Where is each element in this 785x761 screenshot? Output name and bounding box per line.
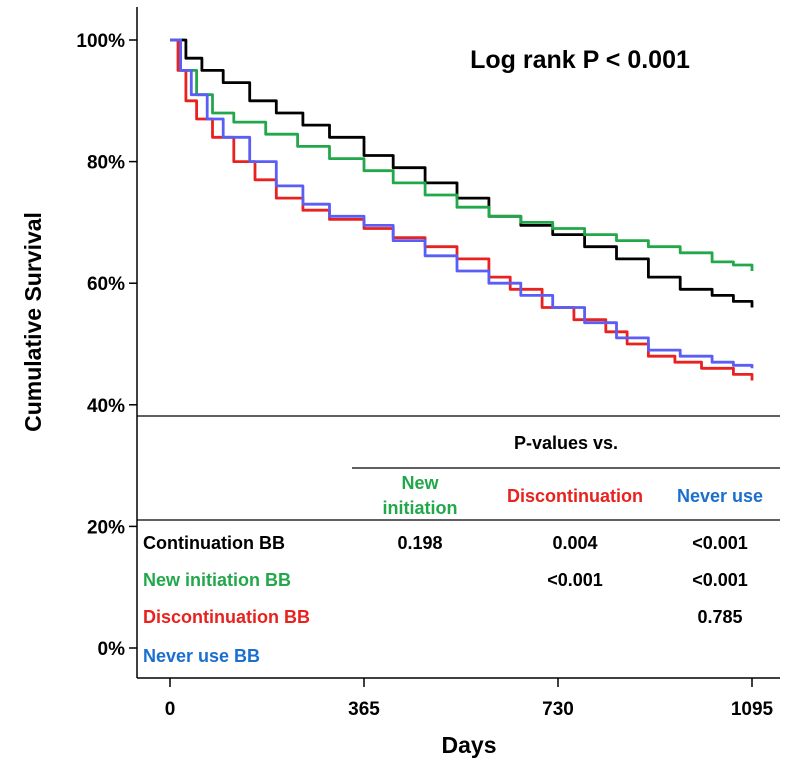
table-p-value: <0.001 bbox=[692, 533, 748, 553]
y-tick-label: 20% bbox=[87, 517, 125, 538]
table-row-label: Discontinuation BB bbox=[143, 607, 310, 627]
table-row-label: Continuation BB bbox=[143, 533, 285, 553]
y-axis-title: Cumulative Survival bbox=[20, 212, 46, 432]
log-rank-annotation: Log rank P < 0.001 bbox=[470, 46, 690, 74]
table-header: P-values vs. bbox=[514, 433, 618, 453]
survival-curve-3 bbox=[170, 38, 754, 381]
y-tick-label: 80% bbox=[87, 153, 125, 174]
table-p-value: 0.198 bbox=[397, 533, 442, 553]
table-row-label: Never use BB bbox=[143, 646, 260, 666]
table-col-header: Never use bbox=[677, 486, 763, 506]
x-tick-label: 1095 bbox=[731, 699, 774, 720]
x-tick-label: 730 bbox=[542, 699, 574, 720]
table-p-value: 0.004 bbox=[552, 533, 597, 553]
y-tick-label: 60% bbox=[87, 274, 125, 295]
table-col-header: New bbox=[401, 473, 439, 493]
p-value-table-background bbox=[138, 416, 780, 677]
table-col-header: initiation bbox=[383, 498, 458, 518]
x-tick-label: 365 bbox=[348, 699, 380, 720]
x-axis-title: Days bbox=[442, 732, 497, 758]
table-row-label: New initiation BB bbox=[143, 570, 291, 590]
survival-curve-1 bbox=[170, 38, 754, 308]
table-col-header: Discontinuation bbox=[507, 486, 643, 506]
y-tick-label: 0% bbox=[98, 639, 126, 660]
table-p-value: <0.001 bbox=[547, 570, 603, 590]
y-tick-label: 40% bbox=[87, 396, 125, 417]
y-tick-label: 100% bbox=[76, 31, 125, 52]
survival-curve-4 bbox=[170, 38, 754, 369]
table-p-value: 0.785 bbox=[697, 607, 742, 627]
x-tick-label: 0 bbox=[165, 699, 176, 720]
table-p-value: <0.001 bbox=[692, 570, 748, 590]
survival-curve-2 bbox=[170, 38, 754, 271]
